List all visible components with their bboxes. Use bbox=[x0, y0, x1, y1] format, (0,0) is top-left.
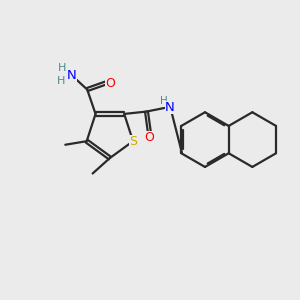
Text: H: H bbox=[160, 97, 168, 106]
Text: H: H bbox=[58, 63, 66, 73]
Text: N: N bbox=[164, 101, 174, 115]
Text: N: N bbox=[67, 69, 76, 82]
Text: S: S bbox=[129, 135, 137, 148]
Text: O: O bbox=[105, 76, 115, 89]
Text: O: O bbox=[145, 130, 154, 144]
Text: H: H bbox=[57, 76, 66, 86]
